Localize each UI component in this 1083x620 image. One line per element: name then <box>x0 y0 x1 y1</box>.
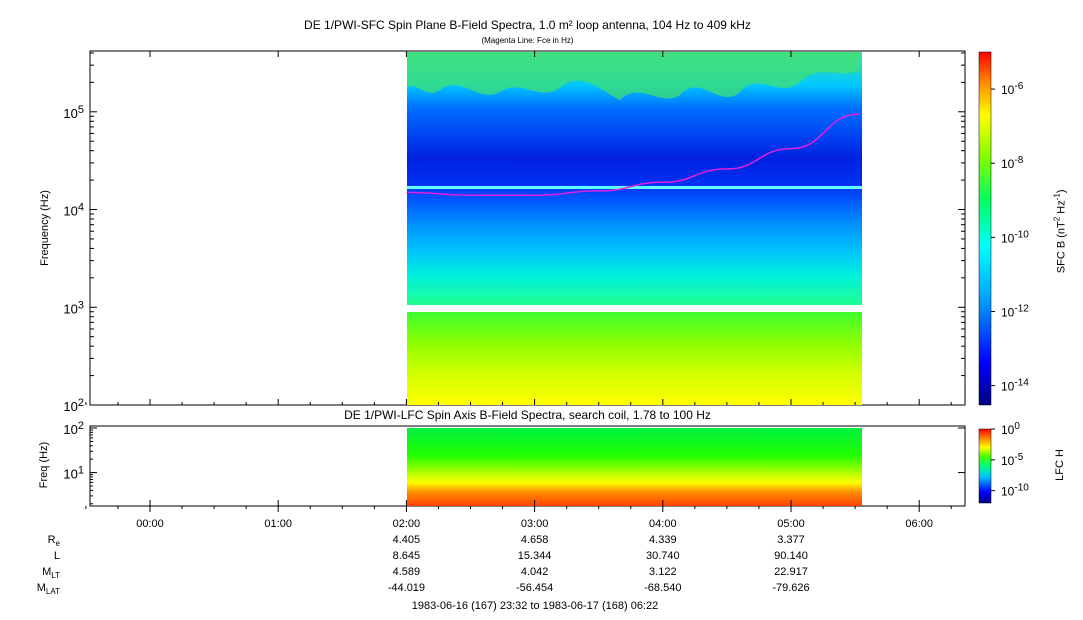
sfc-colorbar <box>978 51 992 406</box>
ephemeris-value: 4.658 <box>520 534 549 546</box>
ephemeris-value: 30.740 <box>645 550 680 562</box>
ephemeris-label-subscript: LAT <box>45 587 60 597</box>
lfc-spectrogram <box>407 428 862 506</box>
ephemeris-value: -79.626 <box>772 582 810 594</box>
lfc-colorbar-tick-label: 10-10 <box>1001 483 1029 499</box>
x-tick-label: 01:00 <box>264 518 292 530</box>
ephemeris-value: -44.019 <box>387 582 426 594</box>
lfc-title: DE 1/PWI-LFC Spin Axis B-Field Spectra, … <box>344 408 711 422</box>
sfc-subtitle: (Magenta Line: Fce in Hz) <box>481 36 574 45</box>
sfc-spectrogram-lower <box>407 312 862 405</box>
sfc-colorbar-tick-label: 10-6 <box>1001 81 1024 97</box>
ephemeris-value: -56.454 <box>515 582 554 594</box>
sfc-colorbar-tick-label: 10-12 <box>1001 303 1029 319</box>
ephemeris-value: 22.917 <box>774 566 808 578</box>
sfc-colorbar-tick-label: 10-8 <box>1001 155 1024 171</box>
x-tick-label: 00:00 <box>136 518 164 530</box>
sfc-ytick-label: 103 <box>63 299 84 316</box>
sfc-title: DE 1/PWI-SFC Spin Plane B-Field Spectra,… <box>304 18 751 32</box>
sfc-ytick-label: 104 <box>63 202 84 219</box>
ephemeris-value: 3.122 <box>649 566 677 578</box>
ephemeris-value: 4.589 <box>392 566 421 578</box>
ephemeris-label-subscript: e <box>55 539 60 549</box>
sfc-spectrogram-upper <box>407 52 862 305</box>
ephemeris-label: MLAT <box>10 582 60 596</box>
x-tick-label: 06:00 <box>905 518 933 530</box>
sfc-noise-bursts <box>407 52 860 100</box>
ephemeris-label-text: M <box>42 566 52 578</box>
lfc-ytick-label: 101 <box>63 465 84 482</box>
tick-marks <box>85 51 995 512</box>
ephemeris-value: 4.042 <box>520 566 549 578</box>
ephemeris-label-text: R <box>47 534 56 546</box>
time-range-caption: 1983-06-16 (167) 23:32 to 1983-06-17 (16… <box>411 600 659 612</box>
lfc-colorbar-tick-label: 10-5 <box>1001 452 1024 468</box>
lfc-colorbar-tick-label: 100 <box>1001 421 1020 437</box>
ephemeris-value: 15.344 <box>517 550 552 562</box>
x-tick-label: 05:00 <box>777 518 805 530</box>
ephemeris-label: MLT <box>10 566 60 580</box>
ephemeris-label-text: M <box>36 582 46 594</box>
ephemeris-value: 4.339 <box>649 534 677 546</box>
x-tick-label: 04:00 <box>649 518 677 530</box>
ephemeris-value: -68.540 <box>644 582 682 594</box>
x-tick-label: 03:00 <box>520 518 549 530</box>
x-tick-label: 02:00 <box>392 518 421 530</box>
sfc-ytick-label: 105 <box>63 104 84 121</box>
lfc-ytick-label: 102 <box>63 420 84 437</box>
sfc-colorbar-tick-label: 10-10 <box>1001 229 1029 245</box>
ephemeris-value: 8.645 <box>392 550 421 562</box>
ephemeris-label-text: L <box>53 550 60 562</box>
ephemeris-value: 3.377 <box>777 534 805 546</box>
sfc-ytick-label: 102 <box>63 397 84 414</box>
fce-line <box>406 113 860 196</box>
ephemeris-label: Re <box>10 534 60 548</box>
ephemeris-label-subscript: LT <box>51 571 60 581</box>
sfc-colorbar-tick-label: 10-14 <box>1001 378 1029 394</box>
lfc-colorbar <box>978 428 992 504</box>
ephemeris-value: 90.140 <box>774 550 808 562</box>
sfc-interference-line <box>407 186 862 189</box>
ephemeris-label: L <box>10 550 60 562</box>
ephemeris-value: 4.405 <box>392 534 421 546</box>
